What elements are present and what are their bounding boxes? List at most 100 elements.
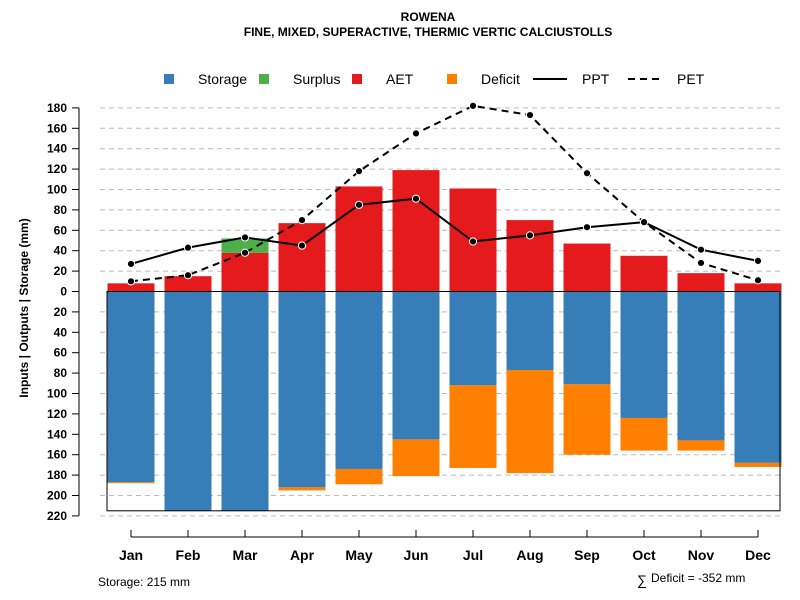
deficit-bar [335, 468, 383, 485]
ppt-point [183, 243, 193, 252]
ppt-point [582, 223, 592, 232]
aet-bar [392, 170, 440, 292]
x-tick-label: Sep [574, 547, 600, 563]
ppt-point [411, 194, 421, 203]
deficit-bar [563, 384, 611, 455]
legend-label: Deficit [481, 71, 520, 87]
y-tick-label: 20 [54, 264, 68, 278]
pet-point [297, 216, 307, 225]
legend-swatch [164, 74, 174, 84]
y-tick-label: 160 [47, 448, 67, 462]
aet-bar [563, 243, 611, 292]
ppt-point [696, 245, 706, 254]
aet-bar [620, 255, 668, 292]
y-tick-label: 40 [54, 325, 68, 339]
y-tick-label: 60 [54, 346, 68, 360]
y-axis-label: Inputs | Outputs | Storage (mm) [17, 218, 31, 397]
x-tick-label: May [345, 547, 372, 563]
pet-point [525, 110, 535, 120]
deficit-bar [392, 439, 440, 477]
storage-bar [335, 291, 383, 469]
x-tick-label: Oct [632, 547, 656, 563]
x-tick-label: Jun [404, 547, 429, 563]
y-tick-label: 140 [47, 427, 67, 441]
y-tick-label: 0 [60, 285, 67, 299]
ppt-line [130, 197, 759, 265]
y-tick-label: 80 [54, 203, 68, 217]
y-tick-label: 60 [54, 223, 68, 237]
legend-swatch [352, 74, 362, 84]
deficit-bar [620, 417, 668, 451]
x-tick-label: Jan [119, 547, 143, 563]
y-tick-label: 220 [47, 509, 67, 523]
deficit-footer: Deficit = -352 mm [651, 571, 745, 585]
pet-point [753, 276, 763, 285]
legend-label: AET [386, 71, 414, 87]
y-tick-label: 140 [47, 142, 67, 156]
pet-point [183, 271, 193, 280]
y-tick-label: 120 [47, 162, 67, 176]
deficit-bar [449, 385, 497, 468]
storage-bar [164, 291, 212, 511]
chart-subtitle: FINE, MIXED, SUPERACTIVE, THERMIC VERTIC… [244, 25, 612, 39]
x-tick-label: Feb [176, 547, 201, 563]
legend-swatch [259, 74, 269, 84]
pet-point [411, 129, 421, 138]
ppt-point [753, 256, 763, 265]
storage-bar [449, 291, 497, 386]
ppt-point [468, 237, 478, 246]
legend-label: Storage [198, 71, 247, 87]
ppt-point [525, 231, 535, 240]
chart-title: ROWENA [401, 10, 456, 24]
storage-bar [278, 291, 326, 488]
storage-bar [107, 291, 155, 483]
legend-label: Surplus [293, 71, 340, 87]
storage-capacity-box [106, 291, 781, 512]
deficit-sum-icon: ∑ [637, 572, 647, 588]
aet-bar [164, 276, 212, 292]
x-tick-label: Aug [516, 547, 543, 563]
y-tick-label: 120 [47, 407, 67, 421]
storage-footer: Storage: 215 mm [98, 575, 190, 589]
x-tick-label: Nov [688, 547, 715, 563]
line-series [126, 101, 763, 286]
pet-point [240, 248, 250, 257]
legend-swatch [447, 74, 457, 84]
pet-point [468, 101, 478, 110]
pet-point [354, 167, 364, 176]
deficit-bar [677, 440, 725, 451]
y-tick-label: 100 [47, 387, 67, 401]
deficit-bar [278, 487, 326, 491]
ppt-point [297, 241, 307, 250]
storage-bar [620, 291, 668, 418]
y-tick-label: 20 [54, 305, 68, 319]
y-axis: 1801601401201008060402002040608010012014… [47, 101, 80, 523]
storage-bar [506, 291, 554, 371]
storage-bar [563, 291, 611, 385]
x-axis: Jan Feb Mar Apr May Jun Jul Aug Sep Oct Nov Dec [119, 530, 771, 563]
storage-bar [221, 291, 269, 511]
pet-point [126, 277, 136, 286]
storage-bar [677, 291, 725, 441]
x-tick-label: Mar [233, 547, 258, 563]
y-tick-label: 200 [47, 489, 67, 503]
y-tick-label: 180 [47, 468, 67, 482]
plot-frame [106, 291, 781, 512]
ppt-point [240, 233, 250, 242]
storage-bar [734, 291, 782, 463]
deficit-bar [506, 370, 554, 474]
aet-bar [506, 220, 554, 292]
legend: Storage Surplus AET Deficit PPT PET [164, 71, 705, 87]
deficit-bar [107, 482, 155, 484]
aet-bar [734, 283, 782, 292]
surplus-bar [221, 238, 269, 253]
ppt-point [354, 200, 364, 209]
ppt-point [126, 259, 136, 269]
y-tick-label: 100 [47, 183, 67, 197]
x-tick-label: Jul [463, 547, 483, 563]
y-tick-label: 180 [47, 101, 67, 115]
legend-label: PPT [582, 71, 610, 87]
pet-line [130, 104, 759, 283]
gridlines [100, 107, 784, 517]
